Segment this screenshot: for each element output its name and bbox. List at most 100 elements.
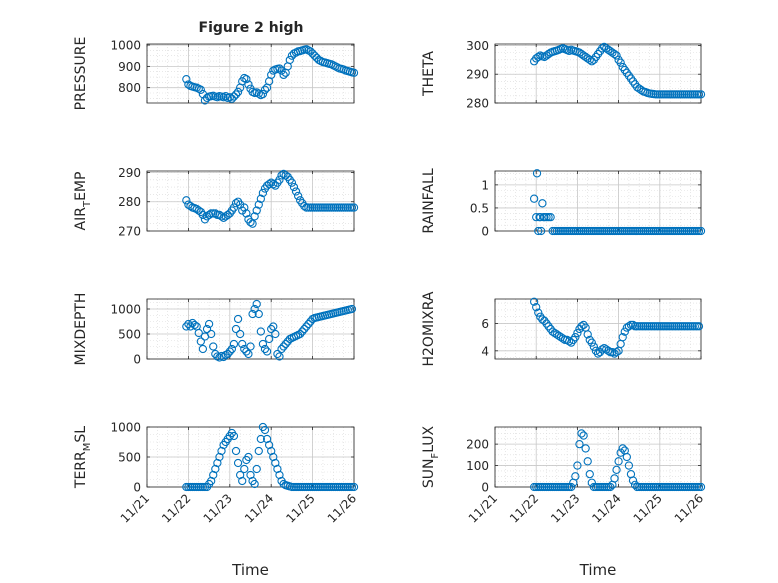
data-point bbox=[267, 446, 276, 456]
data-point bbox=[331, 482, 340, 492]
data-point bbox=[182, 74, 191, 84]
subplot-p5: 0 500 1000 MIXDEPTH bbox=[73, 293, 357, 367]
y-tick-label: 270 bbox=[118, 225, 141, 239]
data-point bbox=[182, 196, 191, 205]
data-point bbox=[252, 299, 261, 309]
subplot-p4: 0 0.5 1 RAINFALL bbox=[421, 168, 706, 239]
minor-grid bbox=[494, 427, 702, 488]
data-point bbox=[306, 482, 315, 492]
data-point bbox=[279, 342, 288, 351]
data-point bbox=[577, 429, 586, 438]
data-point bbox=[318, 482, 328, 492]
x-tick-label: 11/26 bbox=[325, 491, 359, 525]
data-point bbox=[190, 482, 199, 492]
data-point bbox=[587, 338, 596, 347]
data-point bbox=[248, 219, 257, 228]
data-point bbox=[252, 88, 261, 97]
data-point bbox=[540, 52, 549, 62]
data-point bbox=[275, 64, 284, 73]
data-point bbox=[269, 322, 278, 331]
data-point bbox=[542, 319, 551, 328]
data-point bbox=[343, 482, 352, 492]
figure-title: Figure 2 high bbox=[199, 20, 304, 36]
data-point bbox=[327, 203, 336, 212]
data-point bbox=[215, 210, 224, 220]
data-point bbox=[271, 329, 280, 339]
y-tick-label: 1000 bbox=[110, 421, 141, 435]
subplot-p6: 4 6 H2OMIXRA bbox=[421, 291, 704, 367]
y-tick-label: 0 bbox=[481, 225, 489, 239]
data-point bbox=[550, 328, 559, 338]
data-point bbox=[696, 226, 706, 236]
data-point bbox=[242, 209, 251, 218]
data-point bbox=[209, 209, 218, 218]
data-point bbox=[565, 337, 574, 346]
y-tick-label: 290 bbox=[466, 68, 489, 82]
data-point bbox=[256, 434, 265, 444]
data-point bbox=[240, 464, 249, 474]
data-point bbox=[341, 203, 350, 212]
data-point bbox=[345, 203, 355, 212]
data-point bbox=[606, 482, 615, 492]
data-point bbox=[534, 52, 543, 62]
data-point bbox=[562, 335, 572, 345]
data-point bbox=[347, 203, 357, 212]
data-point bbox=[565, 46, 574, 56]
data-point bbox=[229, 92, 239, 101]
data-point bbox=[602, 44, 611, 53]
data-point bbox=[308, 49, 317, 58]
data-point bbox=[260, 425, 270, 435]
data-point bbox=[252, 206, 261, 215]
data-point bbox=[310, 203, 319, 212]
data-point bbox=[331, 203, 340, 212]
data-point bbox=[577, 49, 586, 59]
y-axis-label: AIRTEMP bbox=[73, 172, 93, 231]
y-tick-label: 800 bbox=[118, 81, 141, 95]
y-axis-label: H2OMIXRA bbox=[421, 291, 437, 366]
x-tick-label: 11/23 bbox=[201, 491, 235, 525]
data-point bbox=[696, 90, 706, 99]
data-point bbox=[198, 210, 208, 220]
data-point bbox=[192, 204, 201, 214]
y-tick-label: 1 bbox=[481, 178, 489, 192]
data-point bbox=[213, 458, 222, 468]
y-tick-label: 200 bbox=[466, 438, 489, 452]
data-point bbox=[182, 322, 191, 331]
data-point bbox=[196, 85, 205, 94]
data-point bbox=[529, 297, 539, 306]
y-tick-label: 0 bbox=[481, 481, 489, 495]
y-tick-label: 100 bbox=[466, 459, 489, 473]
data-point bbox=[302, 482, 311, 492]
y-tick-label: 1000 bbox=[110, 39, 141, 53]
data-point bbox=[267, 70, 276, 80]
data-point bbox=[302, 203, 311, 212]
data-point bbox=[339, 482, 348, 492]
data-point bbox=[281, 171, 290, 180]
data-point bbox=[277, 171, 286, 180]
data-point bbox=[221, 212, 230, 221]
y-tick-label: 300 bbox=[466, 39, 489, 53]
data-point bbox=[312, 482, 321, 492]
data-point bbox=[204, 319, 214, 329]
x-tick-label: 11/25 bbox=[631, 491, 665, 525]
data-point bbox=[341, 482, 350, 492]
data-point bbox=[238, 339, 247, 349]
data-point bbox=[233, 87, 243, 97]
data-point bbox=[244, 349, 253, 359]
data-point bbox=[262, 434, 272, 444]
data-point bbox=[248, 309, 257, 319]
data-point bbox=[571, 333, 580, 342]
subplot-p3: 270 280 290 AIRTEMP bbox=[73, 166, 359, 239]
data-point bbox=[207, 476, 216, 486]
data-point bbox=[608, 348, 617, 357]
y-tick-label: 900 bbox=[118, 60, 141, 74]
data-point bbox=[190, 320, 199, 330]
data-point bbox=[349, 482, 359, 492]
data-point bbox=[184, 200, 193, 209]
data-point bbox=[579, 51, 588, 60]
data-point bbox=[567, 338, 576, 347]
data-point bbox=[298, 327, 307, 336]
data-point bbox=[184, 319, 193, 329]
data-point bbox=[242, 74, 251, 84]
